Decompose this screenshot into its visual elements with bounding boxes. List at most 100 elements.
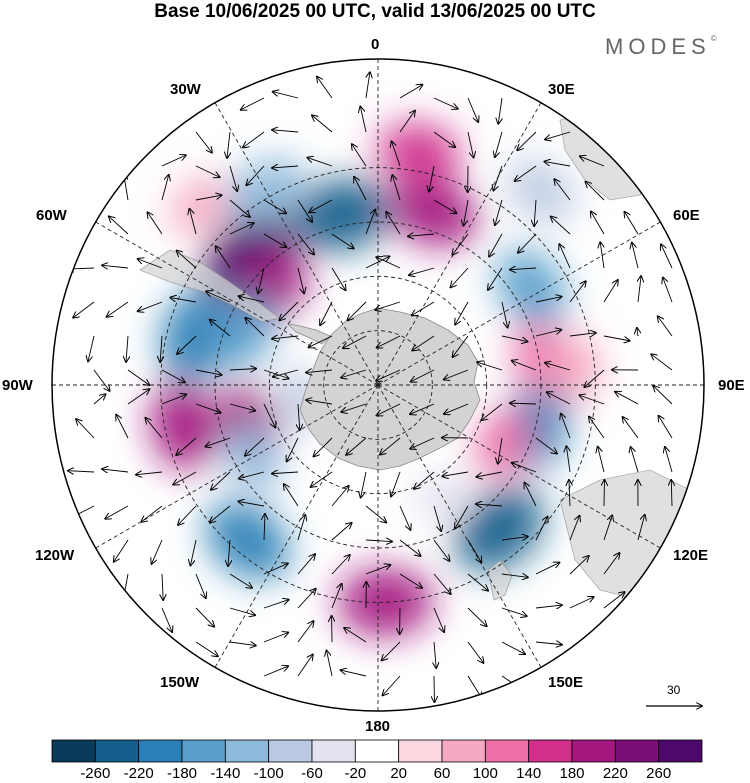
wind-vector (307, 158, 333, 167)
wind-vector (383, 675, 401, 695)
wind-vector (365, 565, 390, 575)
wind-vector (409, 267, 435, 275)
wind-vector (241, 97, 265, 110)
reference-vector-value: 30 (667, 683, 681, 697)
wind-vector (243, 131, 265, 147)
wind-vector (651, 354, 673, 371)
wind-vector (311, 471, 333, 487)
wind-vector (190, 209, 197, 235)
wind-vector (279, 301, 299, 320)
wind-vector (297, 589, 316, 609)
anomaly-cell (389, 178, 479, 247)
wind-vector (195, 195, 222, 201)
wind-vector (455, 301, 469, 325)
meridian-line (95, 384, 379, 549)
wind-vector (551, 217, 571, 235)
wind-vector (263, 233, 286, 247)
wind-vector (297, 267, 304, 293)
colorbar-swatch (224, 739, 270, 763)
wind-vector (377, 403, 401, 415)
wind-vector (331, 486, 349, 507)
wind-vector (498, 97, 502, 124)
meridian-line (214, 384, 379, 668)
wind-vector (569, 480, 570, 507)
meridian-line (95, 221, 379, 386)
wind-vector (309, 199, 333, 212)
wind-vector (245, 318, 265, 337)
wind-vector (382, 641, 401, 660)
wind-vector (399, 505, 410, 530)
wind-vector (501, 641, 525, 654)
wind-vector (510, 268, 537, 270)
colorbar-swatch (181, 739, 226, 763)
wind-vector (545, 131, 571, 139)
wind-vector (263, 600, 289, 609)
wind-vectors (68, 72, 672, 702)
wind-vector (178, 505, 197, 525)
anomaly-cell (474, 408, 531, 478)
wind-vector (341, 403, 367, 412)
colorbar-swatch (571, 739, 616, 763)
wind-vector (603, 592, 625, 609)
wind-vector (263, 199, 286, 213)
wind-vector (195, 369, 222, 375)
wind-vector (515, 165, 537, 181)
wind-vector (273, 369, 299, 377)
wind-vector (476, 504, 503, 506)
wind-vector (287, 437, 299, 461)
wind-vector (346, 437, 367, 455)
wind-vector (663, 278, 673, 303)
wind-vector (386, 212, 401, 235)
colorbar-swatch (441, 739, 486, 763)
wind-vector (76, 419, 95, 439)
colorbar-tick-label: 260 (646, 765, 672, 782)
wind-vector (297, 554, 315, 575)
wind-vector (331, 233, 354, 248)
wind-vector (569, 556, 589, 575)
wind-vector (544, 162, 571, 167)
wind-vector (161, 369, 185, 382)
colorbar-tick-label: 20 (390, 765, 407, 782)
colorbar-swatch (484, 739, 530, 763)
colorbar-tick-label: -220 (123, 765, 154, 782)
wind-vector (312, 115, 333, 133)
wind-vector (93, 369, 110, 391)
wind-vector (414, 471, 435, 489)
colorbar-swatch (614, 739, 660, 763)
wind-vector (216, 246, 231, 269)
wind-vector (228, 539, 230, 566)
wind-vector (444, 369, 469, 380)
wind-vector (331, 267, 346, 290)
wind-vector (433, 131, 455, 147)
wind-vector (631, 447, 639, 473)
colorbar-tick-label: -260 (80, 765, 111, 782)
lon-label-150e: 150E (548, 674, 584, 691)
wind-vector (102, 469, 129, 472)
wind-vector (354, 177, 367, 201)
new-zealand (487, 559, 513, 601)
wind-vector (177, 251, 197, 269)
wind-vector (239, 296, 265, 303)
wind-vector (525, 483, 537, 507)
wind-vector (569, 333, 596, 336)
wind-vector (434, 641, 436, 668)
wind-vector (535, 605, 562, 608)
lon-label-0: 0 (371, 36, 380, 53)
wind-vector (569, 516, 579, 541)
colorbar-swatch (51, 739, 96, 763)
wind-vector (314, 437, 333, 456)
wind-vector (603, 515, 612, 541)
wind-vector (361, 471, 367, 497)
wind-vector (637, 328, 638, 337)
wind-vector (467, 97, 478, 122)
colorbar-tick-label: 60 (433, 765, 451, 782)
wind-vector (68, 471, 95, 472)
wind-vector (451, 267, 469, 287)
lon-label-120w: 120W (35, 547, 75, 564)
wind-vector (495, 199, 503, 225)
wind-vector (297, 515, 305, 541)
lon-label-30e: 30E (548, 81, 575, 98)
wind-vector (467, 539, 481, 562)
wind-vector (512, 361, 537, 371)
